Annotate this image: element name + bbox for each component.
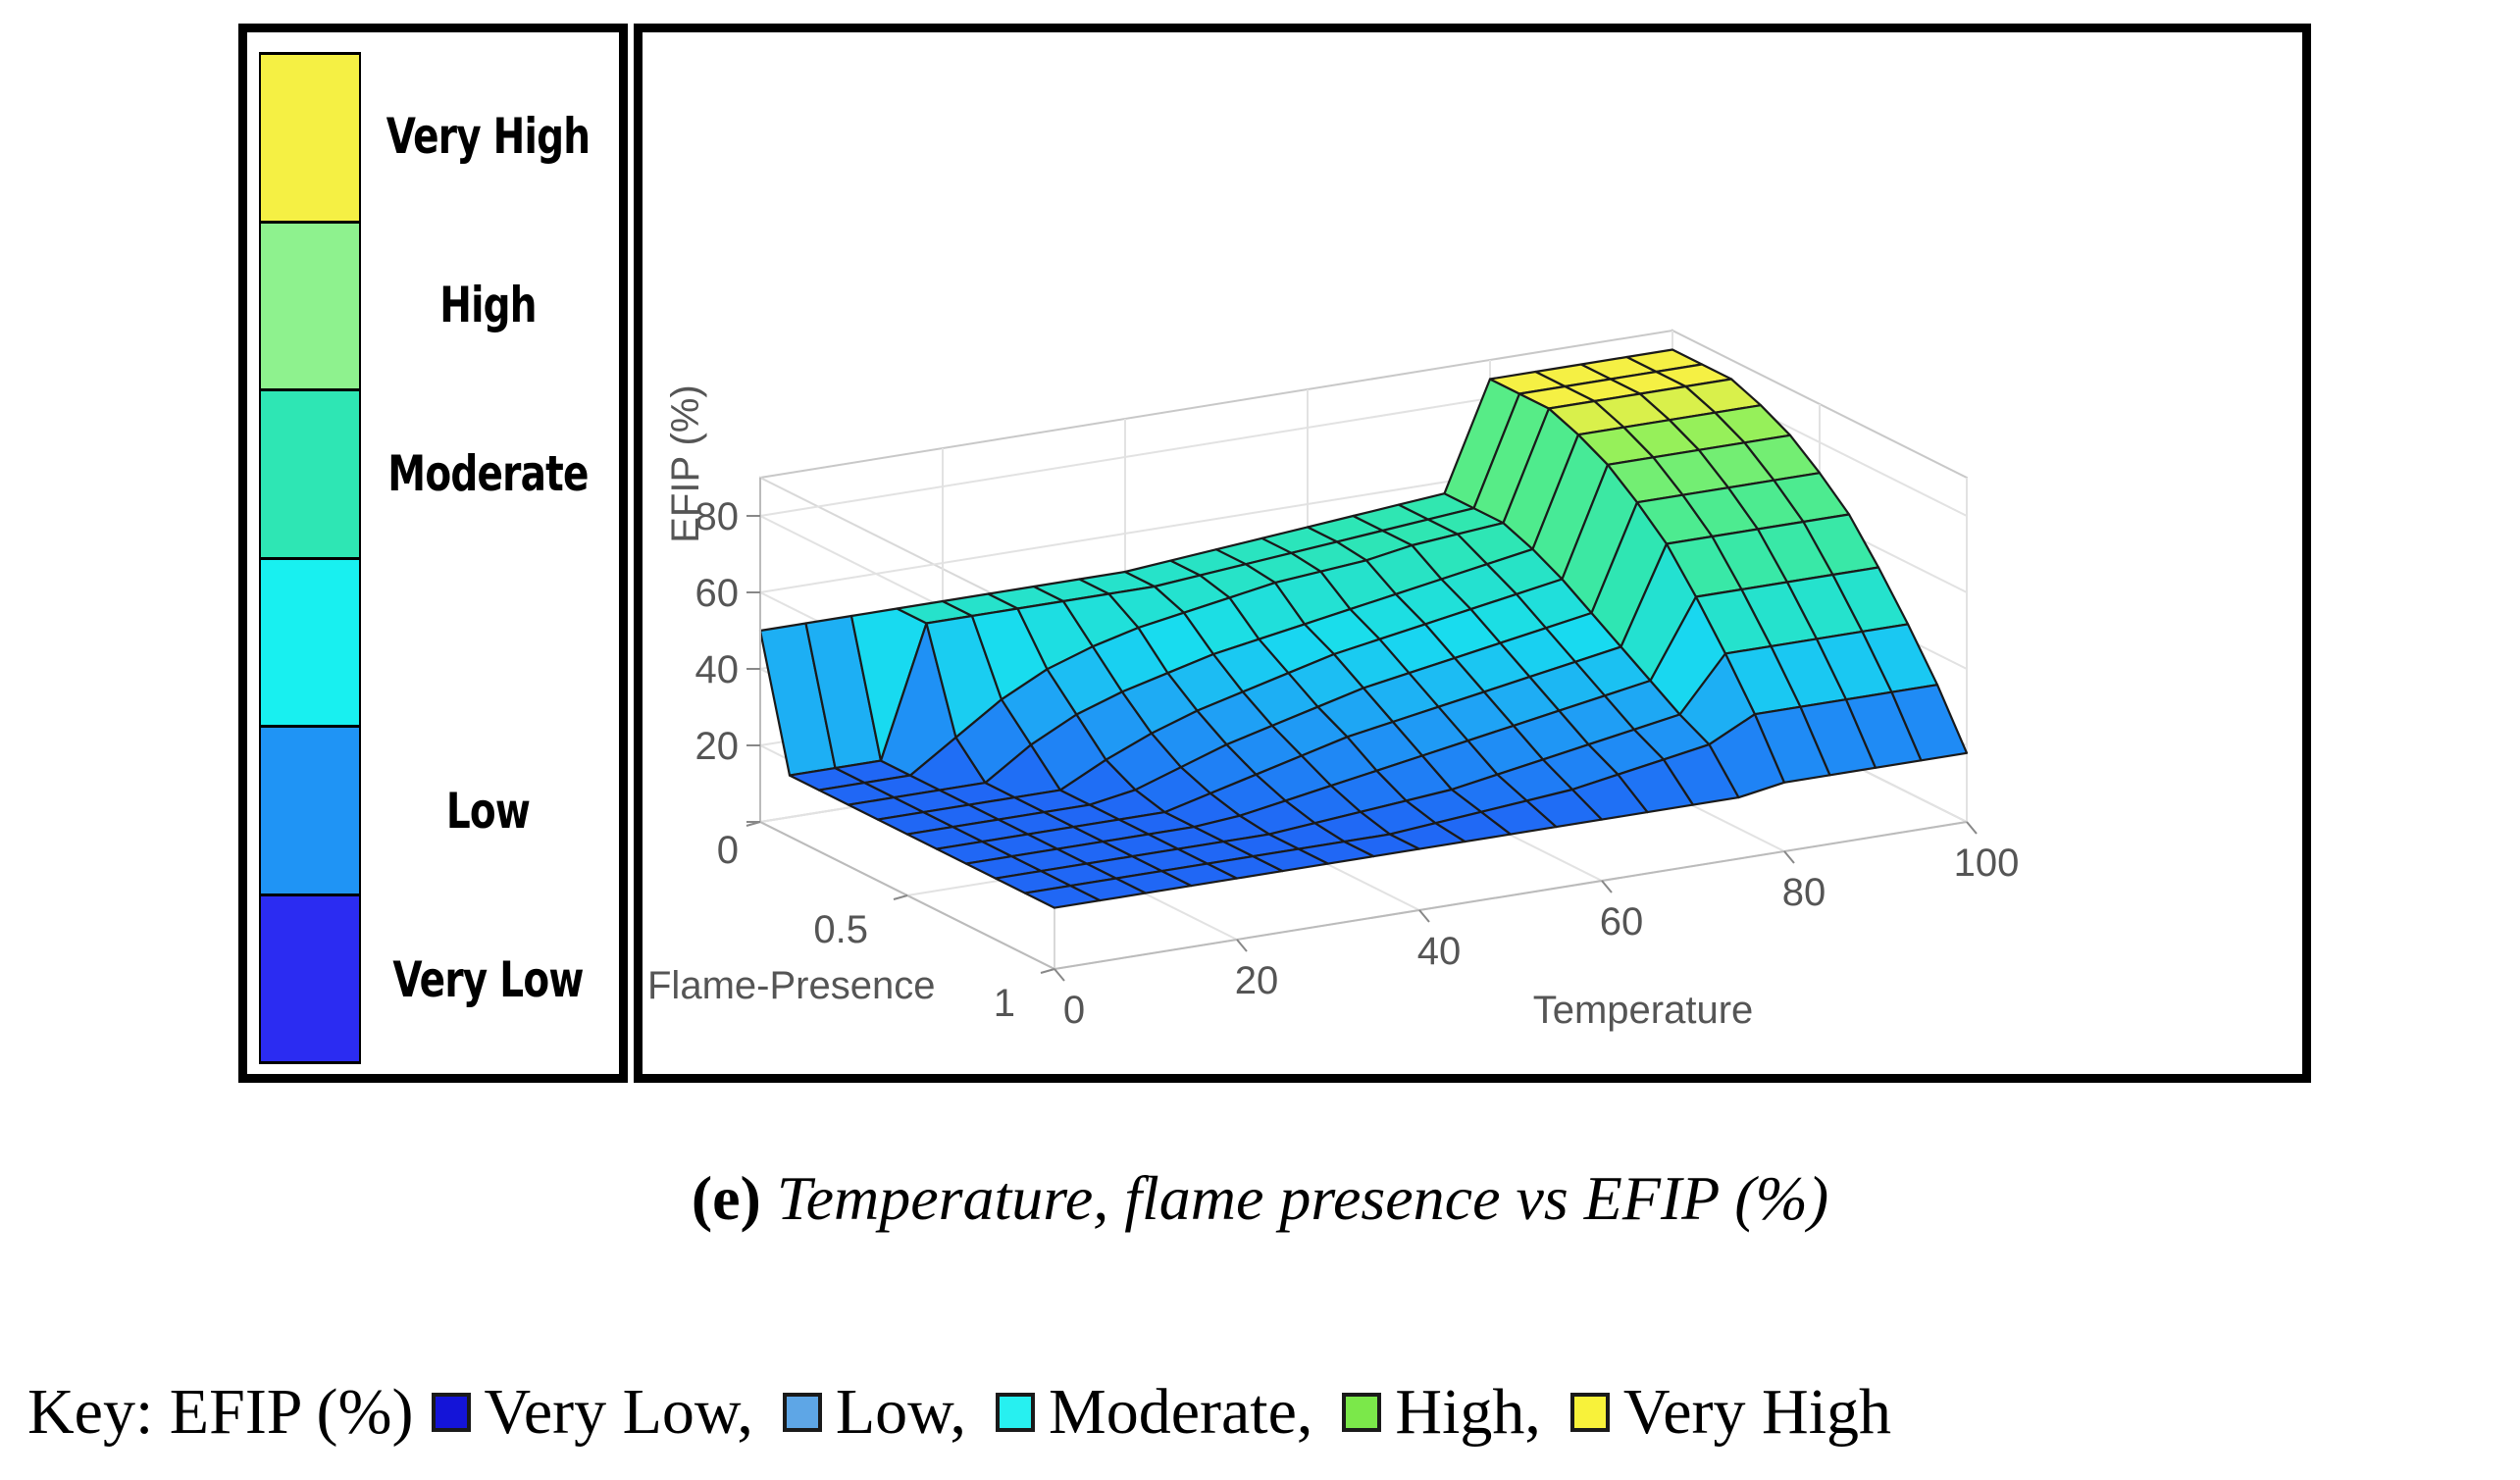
colorbar-swatch-3 (261, 556, 359, 725)
colorbar-label-1: High (439, 277, 537, 333)
y-tick-mark-1 (893, 894, 908, 900)
x-tick-mark-4 (1783, 850, 1795, 864)
caption-letter: (e) (691, 1163, 761, 1233)
y-tick-mark-2 (1040, 968, 1055, 974)
colorbar-legend: Very High High Moderate Low Very Low (238, 24, 628, 1083)
x-tick-mark-3 (1601, 880, 1613, 893)
x-tick-label-0: 0 (1063, 989, 1085, 1032)
colorbar-label-3 (386, 558, 590, 727)
y-tick-label-2: 1 (994, 982, 1015, 1025)
figure-caption: (e) Temperature, flame presence vs EFIP … (0, 1162, 2520, 1235)
colorbar-swatch-5 (261, 893, 359, 1064)
key-label-2: Moderate, (1049, 1376, 1313, 1448)
colorbar-swatch-1 (261, 220, 359, 388)
key-item-2: Moderate, (996, 1375, 1312, 1450)
colorbar-labels: Very High High Moderate Low Very Low (357, 52, 619, 1064)
colorbar-swatch-0 (261, 52, 359, 221)
y-tick-mark-0 (746, 821, 761, 827)
y-tick-label-1: 0.5 (813, 908, 868, 951)
key-item-3: High, (1342, 1375, 1541, 1450)
key-item-0: Very Low, (431, 1375, 753, 1450)
key-label-4: Very High (1622, 1376, 1892, 1448)
key-items: Very Low, Low, Moderate, High, Very High (431, 1375, 1922, 1450)
colorbar-label-5: Very Low (392, 951, 584, 1008)
x-axis-title: Temperature (1533, 989, 1754, 1032)
colorbar-label-2: Moderate (387, 445, 589, 502)
colorbar-strip (259, 52, 361, 1064)
colorbar-label-0: Very High (386, 108, 591, 165)
key-item-4: Very High (1569, 1375, 1892, 1450)
y-axis-title: Flame-Presence (647, 964, 935, 1007)
key-legend: Key: EFIP (%) Very Low, Low, Moderate, High… (27, 1368, 2509, 1456)
key-label-3: High, (1395, 1376, 1541, 1448)
x-tick-mark-2 (1418, 909, 1430, 923)
z-tick-label-4: 80 (695, 495, 740, 538)
key-swatch-3 (1342, 1393, 1382, 1432)
caption-text: Temperature, flame presence vs EFIP (%) (776, 1163, 1829, 1233)
z-tick-label-1: 20 (695, 725, 740, 768)
surface-plot: 0 20 40 60 80 0 20 40 60 80 100 0.5 1 Temperature Flam… (647, 329, 2020, 1032)
colorbar-swatch-2 (261, 388, 359, 557)
surface-patch-9-19 (1890, 684, 1969, 762)
z-tick-label-0: 0 (717, 829, 739, 872)
colorbar-swatch-4 (261, 725, 359, 893)
colorbar-label-4: Low (445, 783, 531, 840)
z-axis-title: EFIP (%) (664, 384, 707, 543)
key-title: Key: EFIP (%) (27, 1376, 414, 1448)
key-swatch-2 (996, 1393, 1036, 1432)
x-tick-label-1: 20 (1235, 959, 1279, 1002)
x-tick-label-5: 100 (1954, 842, 2020, 885)
key-item-1: Low, (782, 1375, 967, 1450)
temperature-axis-line (1054, 821, 1968, 970)
z-tick-label-3: 60 (695, 572, 740, 615)
x-tick-label-3: 60 (1600, 900, 1644, 944)
x-tick-label-2: 40 (1417, 930, 1462, 973)
key-label-0: Very Low, (484, 1376, 753, 1448)
key-swatch-4 (1569, 1393, 1610, 1432)
x-tick-mark-5 (1966, 821, 1978, 835)
key-label-1: Low, (835, 1376, 967, 1448)
x-tick-mark-1 (1236, 939, 1248, 952)
surface-plot-panel: 0 20 40 60 80 0 20 40 60 80 100 0.5 1 Temperature Flam… (634, 24, 2311, 1083)
x-tick-mark-0 (1054, 968, 1065, 982)
key-swatch-1 (782, 1393, 822, 1432)
key-swatch-0 (431, 1393, 471, 1432)
x-tick-label-4: 80 (1782, 871, 1826, 914)
z-tick-label-2: 40 (695, 648, 740, 691)
